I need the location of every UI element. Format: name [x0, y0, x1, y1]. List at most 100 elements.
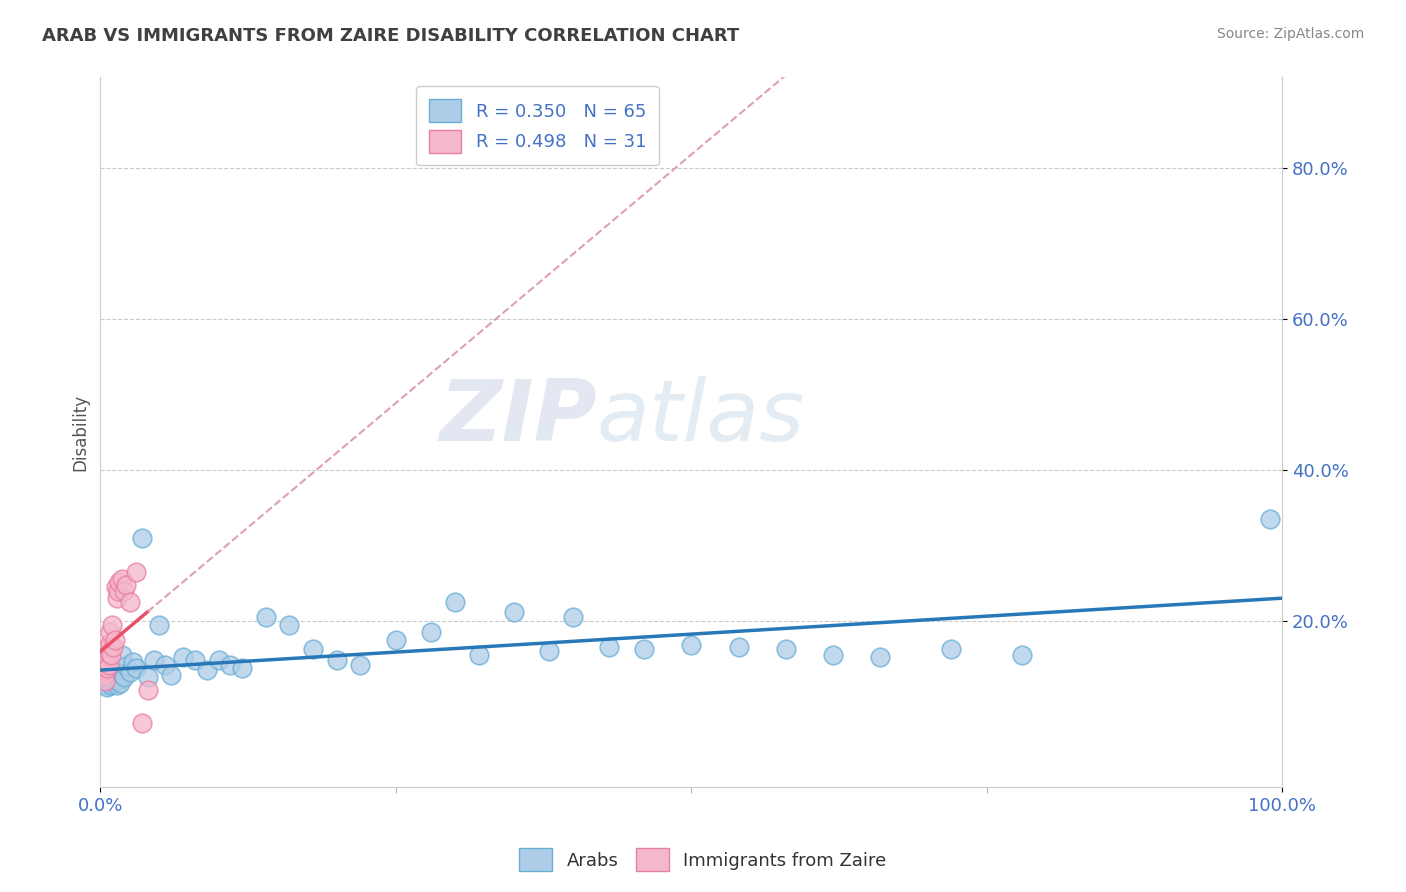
- Point: [91, 670, 114, 684]
- Point: [302, 642, 325, 657]
- Point: [278, 617, 301, 632]
- Point: [231, 660, 253, 674]
- Point: [131, 715, 153, 730]
- Point: [107, 666, 129, 681]
- Point: [107, 583, 129, 598]
- Point: [94, 663, 117, 677]
- Point: [385, 632, 408, 647]
- Point: [97, 675, 120, 690]
- Point: [108, 673, 131, 687]
- Point: [96, 680, 118, 694]
- Point: [155, 657, 177, 672]
- Point: [112, 670, 135, 684]
- Point: [93, 675, 115, 690]
- Point: [115, 659, 138, 673]
- Point: [100, 678, 122, 692]
- Point: [108, 574, 131, 589]
- Point: [115, 577, 138, 591]
- Point: [598, 640, 620, 655]
- Point: [1011, 648, 1033, 662]
- Point: [91, 666, 114, 681]
- Point: [207, 653, 229, 667]
- Point: [420, 625, 443, 640]
- Point: [823, 648, 845, 662]
- Point: [681, 638, 703, 652]
- Point: [97, 646, 120, 660]
- Point: [98, 625, 121, 640]
- Point: [94, 673, 117, 687]
- Point: [775, 642, 797, 657]
- Y-axis label: Disability: Disability: [72, 393, 89, 471]
- Point: [93, 674, 115, 689]
- Point: [325, 653, 347, 667]
- Point: [90, 666, 112, 681]
- Point: [118, 595, 141, 609]
- Point: [91, 656, 114, 670]
- Point: [111, 572, 134, 586]
- Point: [254, 610, 277, 624]
- Point: [160, 668, 183, 682]
- Point: [105, 591, 128, 606]
- Point: [131, 531, 153, 545]
- Point: [96, 668, 118, 682]
- Point: [125, 660, 148, 674]
- Point: [96, 674, 118, 689]
- Point: [125, 565, 148, 579]
- Point: [98, 636, 121, 650]
- Point: [136, 670, 159, 684]
- Point: [538, 644, 561, 658]
- Point: [104, 580, 127, 594]
- Point: [111, 648, 134, 662]
- Legend: Arabs, Immigrants from Zaire: Arabs, Immigrants from Zaire: [512, 841, 894, 879]
- Point: [184, 653, 207, 667]
- Point: [96, 653, 118, 667]
- Point: [103, 663, 125, 677]
- Point: [172, 650, 194, 665]
- Point: [633, 642, 655, 657]
- Point: [444, 595, 467, 609]
- Point: [97, 670, 120, 684]
- Point: [101, 668, 124, 682]
- Point: [122, 656, 145, 670]
- Point: [105, 678, 128, 692]
- Legend: R = 0.350   N = 65, R = 0.498   N = 31: R = 0.350 N = 65, R = 0.498 N = 31: [416, 87, 659, 165]
- Point: [727, 640, 749, 655]
- Point: [90, 659, 112, 673]
- Text: ARAB VS IMMIGRANTS FROM ZAIRE DISABILITY CORRELATION CHART: ARAB VS IMMIGRANTS FROM ZAIRE DISABILITY…: [42, 27, 740, 45]
- Text: atlas: atlas: [596, 376, 804, 459]
- Point: [101, 617, 124, 632]
- Text: Source: ZipAtlas.com: Source: ZipAtlas.com: [1216, 27, 1364, 41]
- Point: [101, 674, 124, 689]
- Point: [98, 666, 121, 681]
- Point: [148, 617, 170, 632]
- Point: [94, 674, 117, 689]
- Point: [562, 610, 585, 624]
- Point: [941, 642, 963, 657]
- Point: [96, 642, 118, 657]
- Point: [90, 648, 112, 662]
- Text: ZIP: ZIP: [439, 376, 596, 459]
- Point: [869, 650, 891, 665]
- Point: [503, 605, 526, 619]
- Point: [103, 668, 125, 682]
- Point: [110, 675, 132, 690]
- Point: [136, 683, 159, 698]
- Point: [96, 660, 118, 674]
- Point: [219, 657, 242, 672]
- Point: [98, 673, 121, 687]
- Point: [467, 648, 489, 662]
- Point: [93, 668, 115, 682]
- Point: [96, 648, 118, 662]
- Point: [96, 678, 118, 692]
- Point: [118, 665, 141, 680]
- Point: [104, 673, 127, 687]
- Point: [1260, 512, 1282, 526]
- Point: [94, 666, 117, 681]
- Point: [142, 653, 165, 667]
- Point: [100, 648, 122, 662]
- Point: [103, 632, 125, 647]
- Point: [97, 657, 120, 672]
- Point: [103, 640, 125, 655]
- Point: [93, 657, 115, 672]
- Point: [112, 583, 135, 598]
